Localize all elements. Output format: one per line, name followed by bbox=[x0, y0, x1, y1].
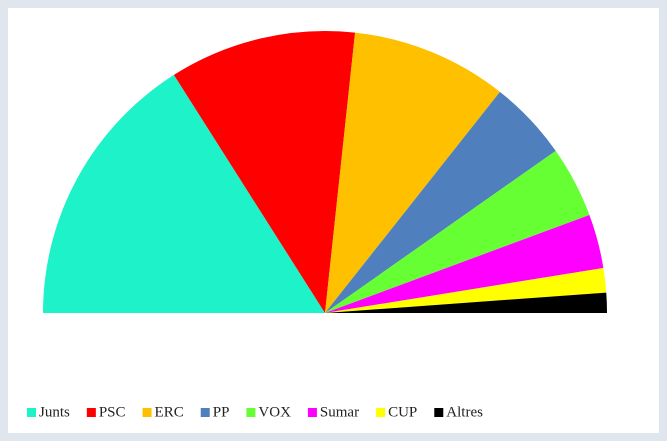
legend-label: PP bbox=[213, 404, 230, 420]
legend-label: VOX bbox=[258, 404, 291, 420]
slice bbox=[325, 268, 607, 313]
legend-label: Altres bbox=[446, 404, 483, 420]
legend-swatch bbox=[200, 408, 210, 417]
legend-swatch bbox=[307, 408, 317, 417]
legend-label: CUP bbox=[388, 404, 417, 420]
legend-swatch bbox=[376, 408, 386, 417]
legend-swatch bbox=[434, 408, 444, 417]
legend-label: PSC bbox=[99, 404, 126, 420]
slice bbox=[325, 91, 556, 314]
slice bbox=[325, 32, 500, 313]
legend-label: ERC bbox=[155, 404, 184, 420]
slice bbox=[325, 150, 590, 313]
legend-swatch bbox=[86, 408, 96, 417]
slice bbox=[43, 74, 325, 313]
slice bbox=[173, 31, 356, 314]
legend-label: Junts bbox=[39, 404, 70, 420]
slice bbox=[325, 214, 604, 313]
legend-swatch bbox=[246, 408, 256, 417]
legend-swatch bbox=[27, 408, 36, 417]
legend-swatch bbox=[142, 408, 152, 417]
slice bbox=[325, 292, 607, 313]
legend-label: Sumar bbox=[320, 404, 359, 420]
